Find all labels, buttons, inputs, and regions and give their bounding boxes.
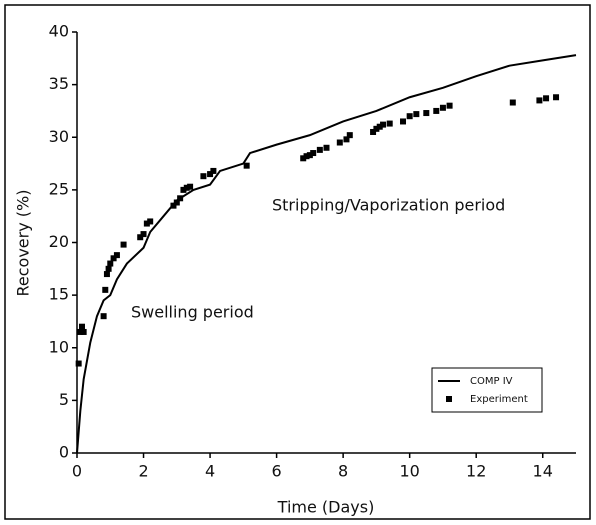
marker [423,110,430,117]
marker [170,202,177,209]
marker [386,120,393,127]
x-tick-label: 4 [205,462,215,481]
marker [110,255,117,262]
marker [105,265,112,272]
marker [207,171,214,178]
annotation: Stripping/Vaporization period [272,196,505,215]
annotation: Swelling period [131,303,254,322]
x-tick-label: 0 [72,462,82,481]
marker [406,113,413,120]
y-tick-label: 15 [49,285,69,304]
frame [4,4,591,520]
marker [180,186,187,193]
marker [243,162,250,169]
marker [77,328,84,335]
marker [306,152,313,159]
marker [75,360,82,367]
y-tick-label: 20 [49,232,69,251]
marker [343,136,350,143]
marker [346,132,353,139]
marker [380,121,387,128]
marker [210,167,217,174]
marker [303,153,310,160]
marker [373,125,380,132]
marker [413,111,420,118]
legend-label: COMP IV [470,376,513,387]
marker [137,234,144,241]
marker [187,183,194,190]
marker [177,195,184,202]
marker [102,286,109,293]
line [76,54,577,454]
marker [543,95,550,102]
x-tick-label: 12 [466,462,486,481]
y-tick-label: 10 [49,337,69,356]
x-tick-label: 2 [138,462,148,481]
marker [113,252,120,259]
marker [316,146,323,153]
marker [553,94,560,101]
marker [376,123,383,130]
marker [509,99,516,106]
marker [78,323,85,330]
marker [433,107,440,114]
marker [183,184,190,191]
marker [147,218,154,225]
marker [120,241,127,248]
marker [103,271,110,278]
y-tick-label: 0 [59,443,69,462]
legend-marker [446,396,452,402]
x-tick-label: 6 [272,462,282,481]
y-tick-label: 35 [49,74,69,93]
marker [200,173,207,180]
marker [323,144,330,151]
y-tick-label: 5 [59,390,69,409]
marker [107,260,114,267]
marker [400,118,407,125]
marker [370,128,377,135]
x-tick-label: 10 [399,462,419,481]
marker [536,97,543,104]
marker [143,220,150,227]
marker [300,155,307,162]
marker [336,139,343,146]
x-tick-label: 14 [533,462,553,481]
y-tick-label: 30 [49,127,69,146]
marker [100,313,107,320]
marker [173,199,180,206]
marker [80,328,87,335]
marker [439,104,446,111]
legend-label: Experiment [470,394,528,405]
marker [446,102,453,109]
y-tick-label: 40 [49,22,69,41]
x-tick-label: 8 [338,462,348,481]
y-tick-label: 25 [49,179,69,198]
marker [310,150,317,157]
legend-box [431,367,543,413]
marker [140,231,147,238]
x-axis-label: Time (Days) [277,498,375,517]
y-axis-label: Recovery (%) [14,190,33,297]
